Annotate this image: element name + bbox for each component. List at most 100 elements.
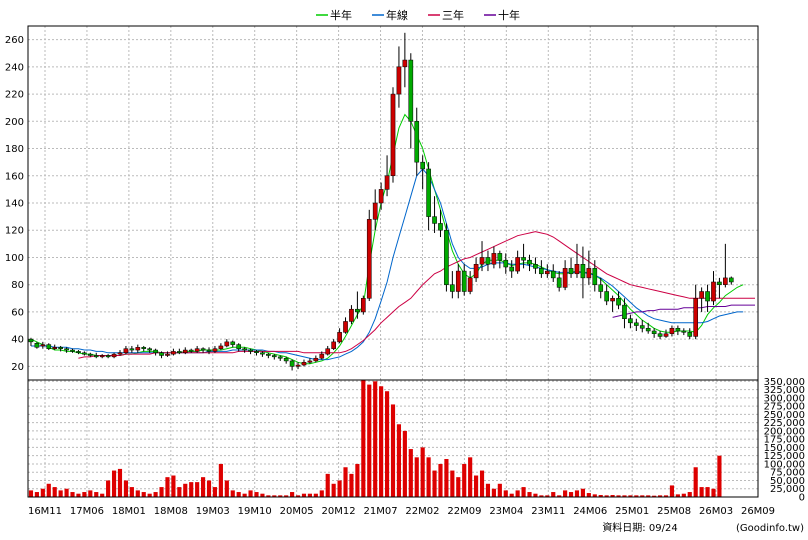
price-tick-label: 220 bbox=[5, 90, 24, 101]
candle-body bbox=[64, 348, 69, 351]
volume-bar bbox=[236, 492, 241, 497]
volume-bar bbox=[474, 475, 479, 497]
x-tick-label: 26M09 bbox=[741, 506, 775, 517]
volume-bar bbox=[230, 490, 235, 497]
candle-body bbox=[634, 322, 639, 326]
candle-body bbox=[610, 298, 615, 302]
candle-body bbox=[592, 268, 598, 285]
volume-bar bbox=[361, 379, 366, 497]
candle-body bbox=[604, 291, 609, 302]
volume-bar bbox=[76, 493, 81, 497]
candle-body bbox=[444, 229, 449, 285]
candle-body bbox=[295, 364, 301, 367]
candle-body bbox=[699, 291, 704, 299]
volume-bar bbox=[337, 480, 342, 497]
candle-body bbox=[200, 348, 206, 351]
volume-bar bbox=[40, 488, 45, 497]
volume-bar bbox=[438, 463, 443, 497]
x-tick-label: 25M01 bbox=[615, 506, 649, 517]
price-tick-label: 100 bbox=[5, 253, 24, 264]
candle-body bbox=[717, 281, 722, 285]
candle-body bbox=[153, 349, 158, 354]
candle-body bbox=[343, 321, 348, 333]
candle-body bbox=[337, 332, 342, 343]
candle-body bbox=[248, 349, 253, 352]
candle-body bbox=[639, 325, 645, 329]
volume-bar bbox=[284, 495, 289, 497]
volume-bar bbox=[64, 488, 69, 497]
x-tick-label: 23M04 bbox=[489, 506, 523, 517]
volume-bar bbox=[539, 495, 544, 497]
volume-bar bbox=[687, 492, 692, 497]
volume-bar bbox=[669, 485, 675, 497]
candle-body bbox=[390, 93, 396, 177]
footer-source: (Goodinfo.tw) bbox=[736, 523, 804, 534]
volume-bar bbox=[711, 488, 716, 497]
volume-bar bbox=[521, 487, 526, 497]
volume-bar bbox=[106, 480, 111, 497]
price-tick-label: 40 bbox=[11, 335, 24, 346]
volume-bar bbox=[319, 490, 324, 497]
volume-bar bbox=[367, 384, 372, 497]
volume-tick-label: 150,000 bbox=[764, 443, 805, 454]
candle-body bbox=[432, 216, 437, 224]
candle-body bbox=[527, 259, 532, 265]
candle-body bbox=[52, 347, 58, 349]
candle-body bbox=[271, 355, 277, 358]
ma-line-2 bbox=[78, 231, 755, 359]
volume-bar bbox=[479, 470, 485, 497]
candle-body bbox=[289, 360, 295, 367]
x-tick-label: 26M03 bbox=[699, 506, 733, 517]
candle-body bbox=[539, 268, 544, 275]
volume-bar bbox=[580, 488, 585, 497]
candle-body bbox=[580, 264, 586, 279]
volume-bar bbox=[622, 495, 627, 497]
volume-bar bbox=[135, 490, 140, 497]
candle-body bbox=[218, 345, 224, 349]
price-tick-label: 240 bbox=[5, 62, 24, 73]
volume-bar bbox=[574, 490, 580, 497]
candle-body bbox=[206, 349, 212, 352]
volume-bar bbox=[111, 470, 117, 497]
x-tick-label: 19M10 bbox=[238, 506, 272, 517]
volume-bar bbox=[278, 495, 283, 497]
candle-body bbox=[479, 257, 485, 265]
candle-body bbox=[628, 318, 633, 324]
volume-bar bbox=[301, 493, 307, 497]
candle-body bbox=[283, 357, 289, 362]
candle-body bbox=[117, 352, 123, 355]
volume-bar bbox=[100, 493, 105, 497]
price-tick-label: 140 bbox=[5, 199, 24, 210]
x-axis: 16M11 17M06 18M01 18M08 19M03 19M10 20M05 20M12… bbox=[28, 506, 775, 517]
volume-tick-label: 75,000 bbox=[770, 468, 805, 479]
price-tick-label: 20 bbox=[11, 362, 24, 373]
candle-body bbox=[663, 333, 669, 337]
candle-body bbox=[319, 353, 325, 359]
volume-bar bbox=[28, 490, 34, 497]
volume-bar bbox=[503, 490, 508, 497]
volume-tick-label: 200,000 bbox=[764, 426, 805, 437]
volume-bar bbox=[195, 482, 200, 497]
volume-bar bbox=[616, 495, 621, 497]
volume-bar bbox=[88, 490, 93, 497]
x-tick-label: 20M12 bbox=[322, 506, 356, 517]
candle-body bbox=[473, 264, 479, 279]
candle-body bbox=[645, 328, 651, 332]
x-tick-label: 17M06 bbox=[70, 506, 104, 517]
volume-bar bbox=[123, 480, 129, 497]
volume-bar bbox=[201, 477, 206, 497]
candle-body bbox=[129, 348, 135, 351]
candle-body bbox=[349, 308, 354, 322]
volume-bar bbox=[586, 493, 591, 497]
candle-body bbox=[574, 264, 580, 275]
price-tick-label: 60 bbox=[11, 307, 24, 318]
ma-line-1 bbox=[31, 168, 744, 361]
volume-bar bbox=[147, 493, 152, 497]
volume-bar bbox=[527, 492, 532, 497]
volume-bar bbox=[515, 490, 520, 497]
volume-bar bbox=[46, 483, 51, 497]
candle-body bbox=[230, 341, 236, 345]
candle-body bbox=[693, 298, 699, 337]
volume-bar bbox=[34, 492, 39, 497]
volume-bar bbox=[117, 468, 123, 497]
